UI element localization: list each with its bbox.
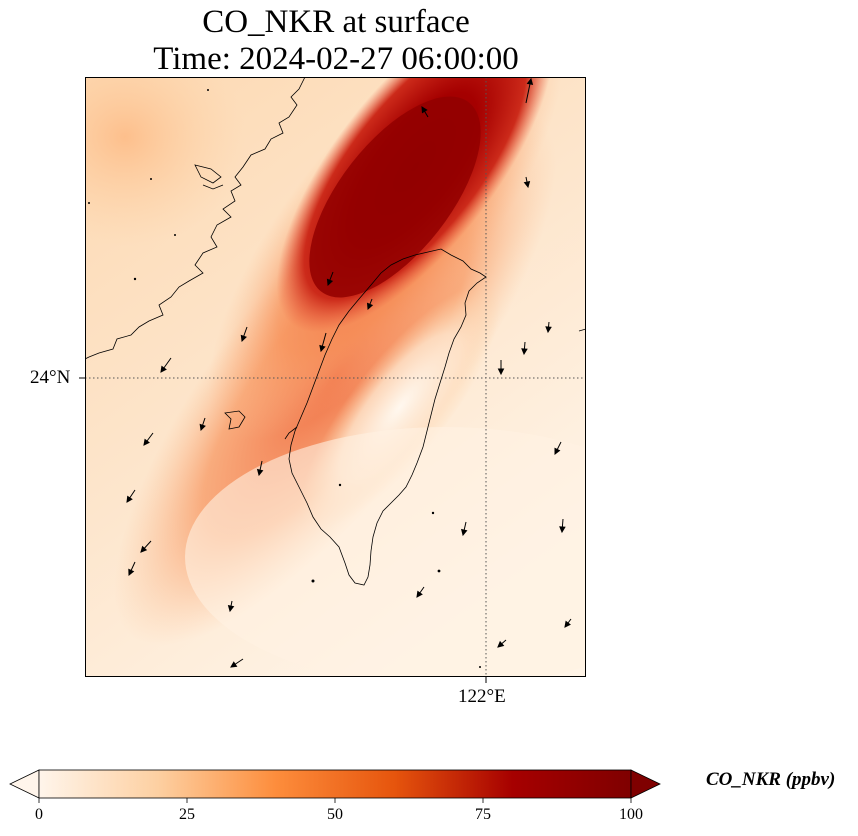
wind-arrow [564, 618, 572, 628]
island [88, 202, 90, 204]
wind-arrow [545, 321, 552, 334]
island [338, 483, 342, 487]
wind-arrow [523, 176, 531, 189]
colorbar-under-extension [9, 769, 40, 799]
island [437, 569, 441, 573]
wind-arrow [199, 417, 206, 432]
wind-arrow [126, 489, 136, 503]
coastline [85, 77, 586, 586]
longitude-tick-label: 122°E [458, 686, 506, 707]
island [479, 666, 481, 668]
wind-arrow [319, 332, 327, 353]
colorbar-tick-marks [38, 798, 632, 803]
wind-arrow [497, 360, 505, 376]
wind-arrow [140, 540, 152, 553]
colorbar-gradient [38, 769, 632, 799]
wind-arrow [256, 460, 264, 477]
colorbar-tick-50: 50 [327, 806, 343, 823]
island [311, 579, 315, 583]
wind-arrow [559, 518, 566, 534]
colorbar-tick-0: 0 [35, 806, 43, 823]
colorbar-tick-100: 100 [619, 806, 643, 823]
island [150, 178, 152, 180]
wind-arrow [497, 639, 507, 648]
wind-arrow [521, 341, 528, 356]
wind-arrow [230, 658, 244, 668]
island [431, 511, 435, 515]
taiwan-coastline [288, 248, 487, 586]
map-time-subtitle: Time: 2024-02-27 06:00:00 [153, 41, 519, 77]
colorbar-tick-25: 25 [179, 806, 195, 823]
island [207, 89, 209, 91]
colorbar-tick-75: 75 [475, 806, 491, 823]
map-frame [85, 77, 586, 677]
wind-vectors [126, 77, 572, 668]
island [133, 277, 137, 281]
wind-arrow [128, 561, 136, 577]
wind-arrow [326, 271, 334, 287]
colorbar-over-extension [630, 769, 661, 799]
wind-arrow [461, 521, 468, 537]
wind-arrow [143, 432, 154, 446]
map-title: CO_NKR at surface [202, 4, 470, 40]
wind-arrow [416, 586, 425, 598]
map-plot-area [85, 77, 586, 677]
wind-arrow [421, 106, 429, 118]
wind-arrow [554, 441, 562, 455]
colorbar [9, 769, 661, 803]
island [174, 234, 176, 236]
wind-arrow [366, 298, 374, 311]
colorbar-label: CO_NKR (ppbv) [706, 769, 836, 790]
latitude-tick-label: 24°N [30, 367, 71, 388]
wind-arrow [160, 357, 172, 373]
mainland-coastline [85, 77, 306, 360]
wind-arrow [525, 77, 534, 104]
wind-arrow [240, 326, 248, 343]
wind-arrow [227, 600, 235, 613]
islands [88, 89, 481, 668]
